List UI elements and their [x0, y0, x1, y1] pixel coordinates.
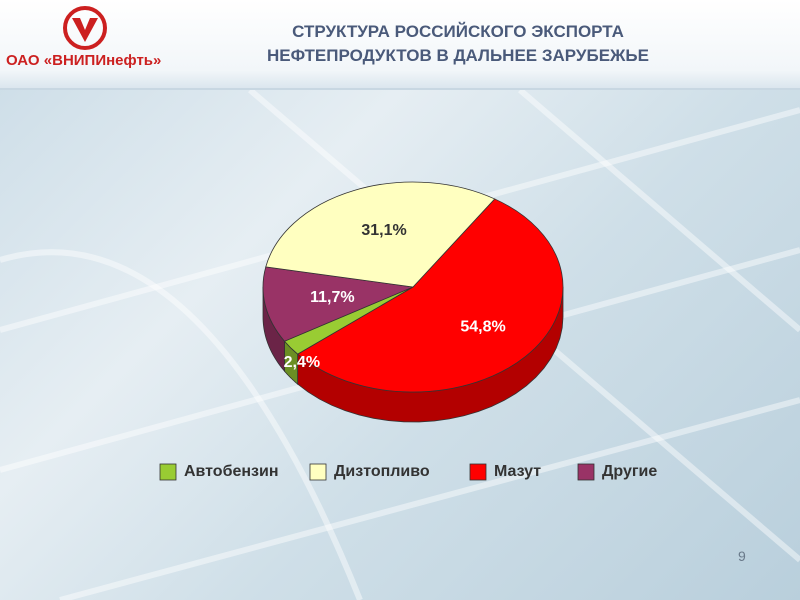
value-label: 54,8%: [460, 319, 505, 336]
slice: [296, 198, 564, 393]
value-label: 11,7%: [310, 289, 354, 306]
slice: [262, 266, 415, 342]
header: ОАО «ВНИПИнефть» СТРУКТУРА РОССИЙСКОГО Э…: [0, 0, 800, 90]
value-label: 2,4%: [284, 354, 320, 371]
slice: [265, 181, 496, 288]
page-number: 9: [738, 548, 746, 564]
legend-label: Автобензин: [184, 463, 278, 480]
chart-title: СТРУКТУРА РОССИЙСКОГО ЭКСПОРТА НЕФТЕПРОД…: [267, 22, 649, 65]
legend-swatch: [309, 463, 327, 481]
legend-swatch: [577, 463, 595, 481]
value-label: 31,1%: [361, 222, 406, 239]
legend-swatch: [159, 463, 177, 481]
legend-swatch: [469, 463, 487, 481]
legend-label: Мазут: [494, 463, 541, 480]
legend-label: Другие: [602, 463, 657, 480]
logo: [63, 6, 107, 50]
legend-label: Дизтопливо: [334, 463, 430, 480]
company-name: ОАО «ВНИПИнефть»: [6, 52, 162, 69]
